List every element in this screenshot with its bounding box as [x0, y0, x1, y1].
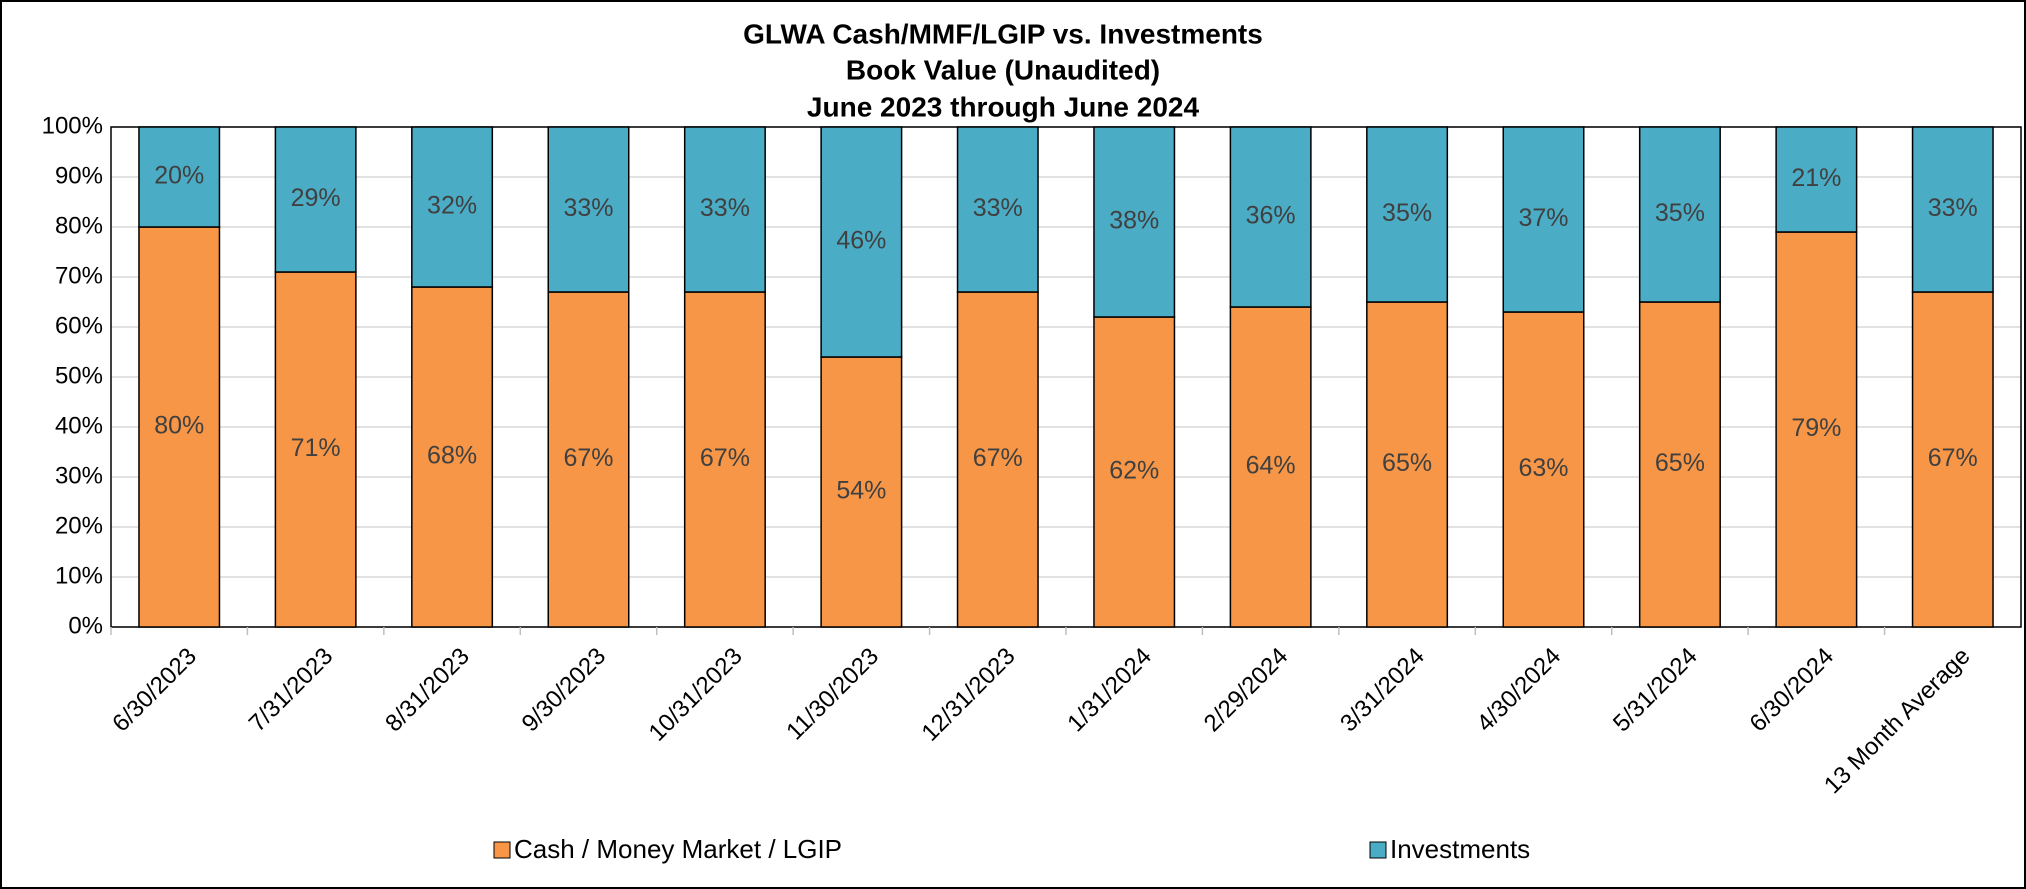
bar-segment: [547, 291, 630, 628]
y-tick-label: 30%: [55, 462, 103, 489]
bar-segment: [1229, 126, 1312, 308]
legend-label: Cash / Money Market / LGIP: [514, 834, 842, 864]
y-tick-label: 20%: [55, 512, 103, 539]
bar-segment: [274, 126, 357, 273]
bar-segment: [1911, 126, 1994, 293]
data-label: 65%: [1382, 449, 1432, 477]
bar-segment: [1638, 301, 1721, 628]
chart-title: June 2023 through June 2024: [807, 91, 1200, 122]
data-label: 36%: [1246, 202, 1296, 230]
data-label: 68%: [427, 442, 477, 470]
y-tick-label: 50%: [55, 362, 103, 389]
bar-segment: [820, 356, 903, 628]
data-label: 62%: [1109, 457, 1159, 485]
bar-segment: [1366, 126, 1449, 303]
y-tick-label: 90%: [55, 162, 103, 189]
bar-segment: [956, 291, 1039, 628]
data-label: 54%: [836, 477, 886, 505]
bar-segment: [1638, 126, 1721, 303]
y-tick-label: 100%: [42, 112, 103, 139]
data-label: 63%: [1518, 454, 1568, 482]
y-tick-label: 0%: [68, 612, 103, 639]
data-label: 67%: [563, 444, 613, 472]
data-label: 29%: [291, 184, 341, 212]
data-label: 80%: [154, 412, 204, 440]
bar-segment: [411, 126, 494, 288]
data-label: 33%: [1928, 194, 1978, 222]
data-label: 35%: [1655, 199, 1705, 227]
bar-segment: [411, 286, 494, 628]
y-tick-label: 70%: [55, 262, 103, 289]
legend-swatch: [493, 841, 511, 859]
data-label: 33%: [563, 194, 613, 222]
data-label: 20%: [154, 162, 204, 190]
bar-segment: [547, 126, 630, 293]
bar-segment: [1093, 126, 1176, 318]
data-label: 65%: [1655, 449, 1705, 477]
data-label: 21%: [1791, 164, 1841, 192]
data-label: 32%: [427, 192, 477, 220]
data-label: 67%: [700, 444, 750, 472]
data-label: 33%: [973, 194, 1023, 222]
chart-title: GLWA Cash/MMF/LGIP vs. Investments: [743, 18, 1263, 49]
data-label: 37%: [1518, 204, 1568, 232]
data-label: 38%: [1109, 207, 1159, 235]
bar-segment: [1775, 231, 1858, 628]
chart-title: Book Value (Unaudited): [846, 54, 1160, 85]
y-tick-label: 80%: [55, 212, 103, 239]
bar-segment: [956, 126, 1039, 293]
legend-swatch: [1369, 841, 1387, 859]
bar-segment: [1911, 291, 1994, 628]
legend-label: Investments: [1390, 834, 1530, 864]
y-tick-label: 10%: [55, 562, 103, 589]
data-label: 46%: [836, 227, 886, 255]
data-label: 67%: [1928, 444, 1978, 472]
y-tick-label: 40%: [55, 412, 103, 439]
data-label: 64%: [1246, 452, 1296, 480]
bar-segment: [683, 126, 766, 293]
data-label: 79%: [1791, 414, 1841, 442]
bar-segment: [820, 126, 903, 358]
data-label: 35%: [1382, 199, 1432, 227]
bar-segment: [1229, 306, 1312, 628]
bar-segment: [1366, 301, 1449, 628]
y-tick-label: 60%: [55, 312, 103, 339]
bar-segment: [1775, 126, 1858, 233]
bar-segment: [1502, 126, 1585, 313]
data-label: 71%: [291, 434, 341, 462]
data-label: 67%: [973, 444, 1023, 472]
data-label: 33%: [700, 194, 750, 222]
bar-segment: [1093, 316, 1176, 628]
bar-segment: [274, 271, 357, 628]
bar-segment: [138, 126, 221, 228]
bar-segment: [138, 226, 221, 628]
